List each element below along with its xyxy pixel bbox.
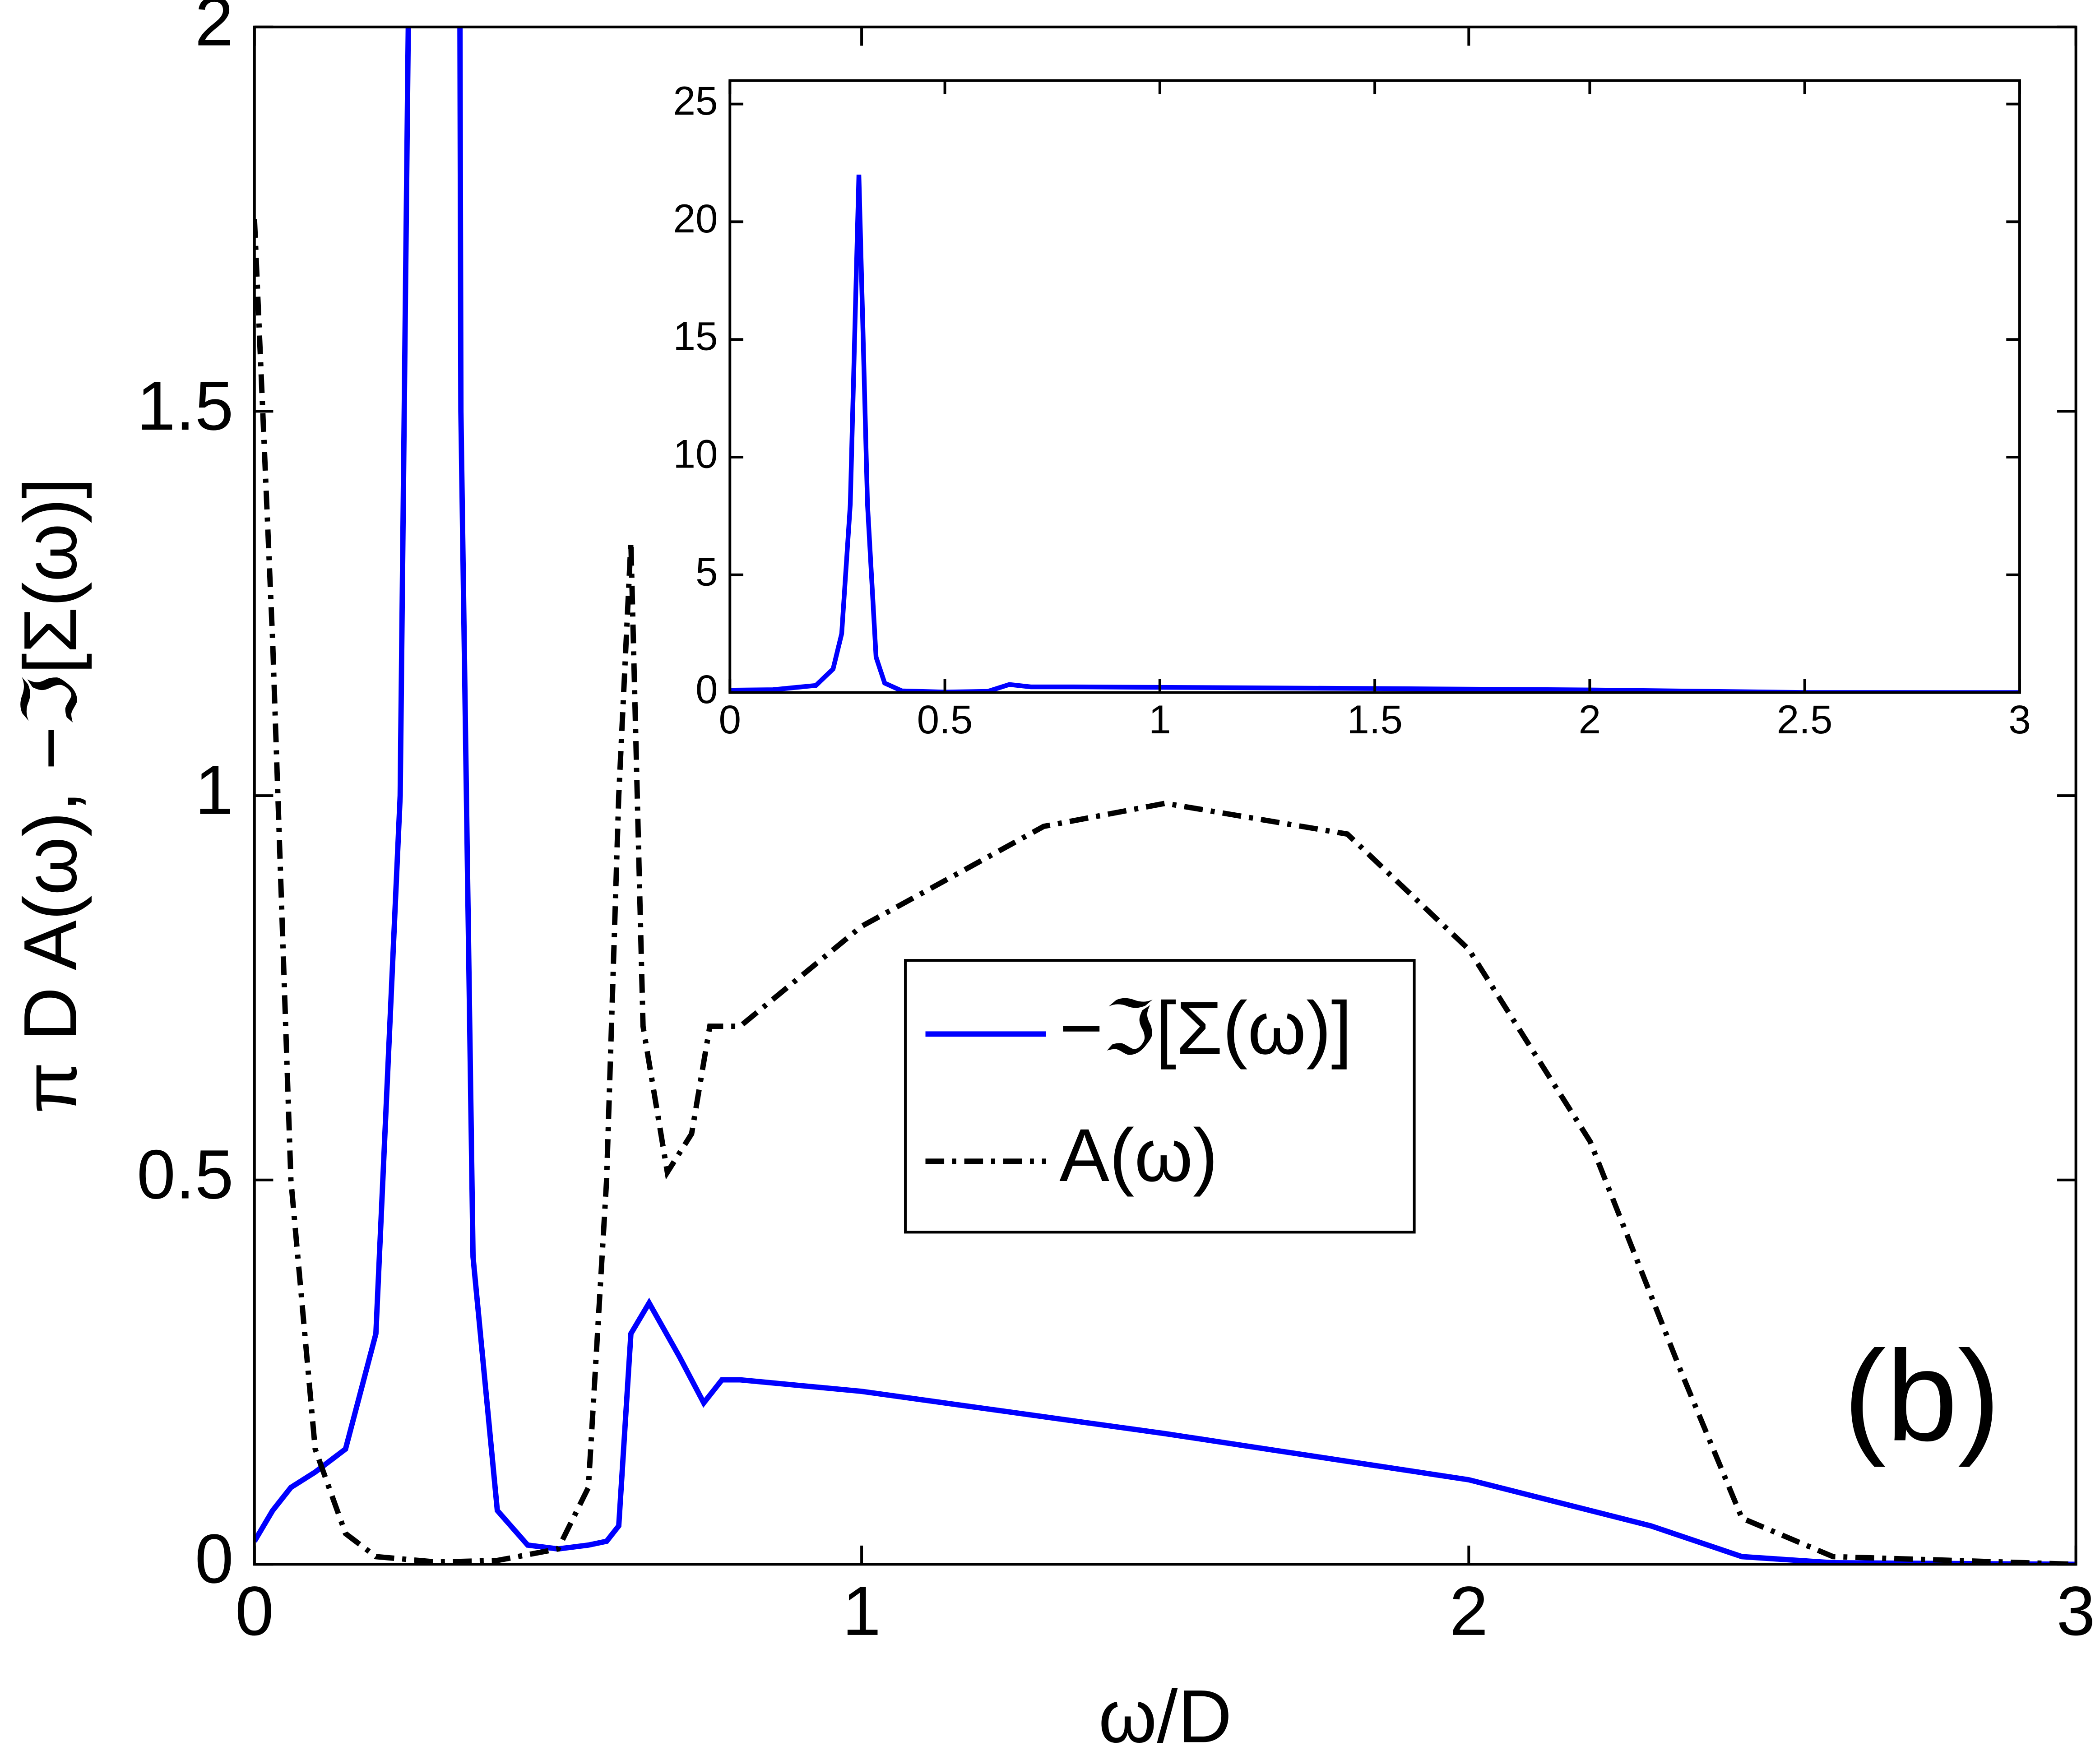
legend-label: A(ω) <box>1059 1114 1218 1197</box>
x-tick-label: 0 <box>235 1572 274 1650</box>
y-tick-label: 0 <box>695 667 718 712</box>
x-tick-label: 2.5 <box>1777 697 1833 742</box>
x-axis-label: ω/D <box>1099 1675 1232 1758</box>
x-tick-label: 3 <box>2057 1572 2095 1650</box>
series-line <box>254 27 2076 1565</box>
x-tick-label: 0 <box>719 697 742 742</box>
y-tick-label: 1 <box>195 751 234 829</box>
y-tick-label: 15 <box>673 314 718 359</box>
x-tick-label: 1 <box>1149 697 1171 742</box>
plot-area <box>730 80 2020 693</box>
y-tick-label: 1.5 <box>137 366 233 445</box>
y-tick-label: 25 <box>673 78 718 123</box>
legend-box <box>904 959 1416 1234</box>
y-axis-label: π D A(ω), −ℑ[Σ(ω)] <box>9 477 93 1114</box>
y-tick-label: 5 <box>695 549 718 594</box>
series-line <box>730 174 2020 693</box>
x-tick-label: 1.5 <box>1347 697 1403 742</box>
x-tick-label: 3 <box>2008 697 2031 742</box>
y-tick-label: 0.5 <box>137 1135 233 1213</box>
annotation: (b) <box>1843 1324 2000 1468</box>
y-tick-label: 0 <box>195 1519 234 1598</box>
y-tick-label: 10 <box>673 431 718 476</box>
y-tick-label: 2 <box>195 0 234 60</box>
x-tick-label: 1 <box>842 1572 881 1650</box>
series-line <box>254 219 2076 1565</box>
legend-label: −ℑ[Σ(ω)] <box>1059 987 1352 1070</box>
x-tick-label: 2 <box>1449 1572 1488 1650</box>
y-tick-label: 20 <box>673 196 718 241</box>
x-tick-label: 0.5 <box>917 697 973 742</box>
x-tick-label: 2 <box>1579 697 1601 742</box>
